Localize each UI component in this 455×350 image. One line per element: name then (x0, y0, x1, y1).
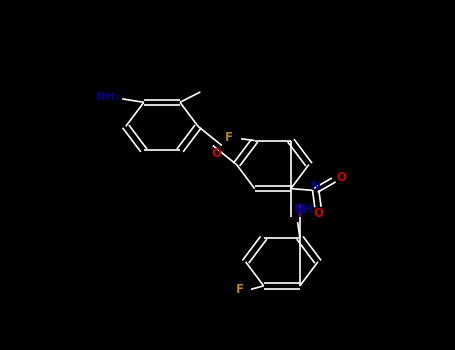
Text: O: O (211, 147, 221, 160)
Text: N: N (311, 180, 321, 194)
Text: F: F (236, 283, 244, 296)
Text: I: I (297, 203, 303, 222)
Text: F: F (224, 131, 233, 144)
Text: NH: NH (293, 203, 313, 216)
Text: O: O (336, 171, 346, 184)
Text: O: O (314, 207, 324, 220)
Text: NH₂: NH₂ (96, 92, 119, 102)
